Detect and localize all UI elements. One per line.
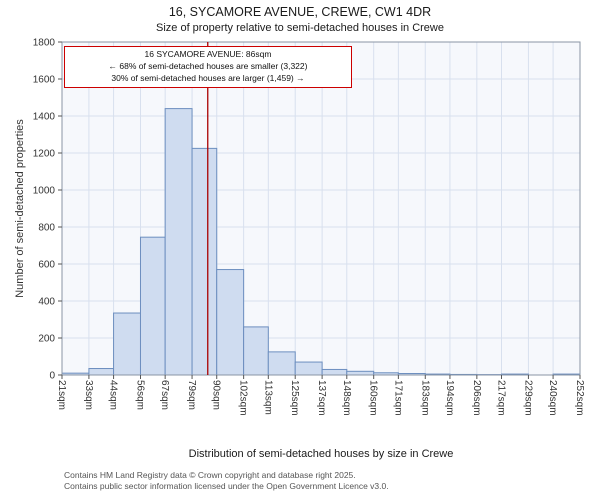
y-tick-label: 1400 <box>33 112 56 123</box>
annotation-line-larger: 30% of semi-detached houses are larger (… <box>111 72 305 83</box>
annotation-line-smaller: ← 68% of semi-detached houses are smalle… <box>108 60 308 71</box>
x-tick-label: 33sqm <box>83 380 94 410</box>
x-tick-label: 194sqm <box>444 380 455 416</box>
attribution-open-government-licence: Contains public sector information licen… <box>64 481 389 491</box>
histogram-bar <box>139 236 166 376</box>
histogram-bar <box>346 370 375 376</box>
marker-annotation-box: 16 SYCAMORE AVENUE: 86sqm ← 68% of semi-… <box>64 46 352 88</box>
y-tick-label: 1000 <box>33 186 56 197</box>
x-tick-label: 90sqm <box>211 380 222 410</box>
histogram-bar <box>216 269 245 376</box>
annotation-line-property: 16 SYCAMORE AVENUE: 86sqm <box>144 49 272 59</box>
x-tick-label: 240sqm <box>547 380 558 416</box>
x-tick-label: 56sqm <box>134 380 145 410</box>
x-tick-label: 79sqm <box>186 380 197 410</box>
x-tick-label: 148sqm <box>341 380 352 416</box>
histogram-bar <box>321 368 348 376</box>
chart-subtitle: Size of property relative to semi-detach… <box>156 22 444 34</box>
histogram-bar <box>113 312 141 376</box>
histogram-bar <box>267 351 296 376</box>
x-tick-label: 171sqm <box>392 380 403 416</box>
x-tick-label: 113sqm <box>262 380 273 415</box>
y-tick-label: 600 <box>38 260 55 271</box>
x-tick-label: 137sqm <box>316 380 327 416</box>
x-tick-label: 102sqm <box>238 380 249 416</box>
y-tick-label: 1200 <box>33 149 56 160</box>
x-tick-label: 21sqm <box>56 380 67 410</box>
attribution-hm-land-registry: Contains HM Land Registry data © Crown c… <box>64 470 356 480</box>
plot-frame <box>61 41 581 376</box>
y-tick-label: 0 <box>49 371 55 382</box>
x-tick-label: 217sqm <box>496 380 507 416</box>
histogram-bar <box>88 368 115 376</box>
x-tick-label: 125sqm <box>289 380 300 416</box>
x-tick-label: 160sqm <box>368 380 379 416</box>
y-tick-label: 1600 <box>33 75 56 86</box>
x-tick-label: 229sqm <box>522 380 533 416</box>
chart-title: 16, SYCAMORE AVENUE, CREWE, CW1 4DR <box>168 5 432 19</box>
y-tick-label: 800 <box>38 223 55 234</box>
x-tick-label: 206sqm <box>471 380 482 416</box>
x-tick-label: 44sqm <box>108 380 119 410</box>
y-tick-label: 1800 <box>33 38 56 49</box>
histogram-bar <box>191 147 218 376</box>
x-tick-label: 252sqm <box>574 380 585 416</box>
x-tick-label: 183sqm <box>419 380 430 416</box>
y-tick-label: 200 <box>38 334 55 345</box>
y-tick-label: 400 <box>38 297 55 308</box>
x-axis-label: Distribution of semi-detached houses by … <box>188 448 454 460</box>
histogram-bar <box>164 108 193 376</box>
y-axis-label: Number of semi-detached properties <box>14 119 26 298</box>
histogram-bar <box>294 361 323 376</box>
histogram-bar <box>243 326 269 376</box>
x-tick-label: 67sqm <box>159 380 170 410</box>
